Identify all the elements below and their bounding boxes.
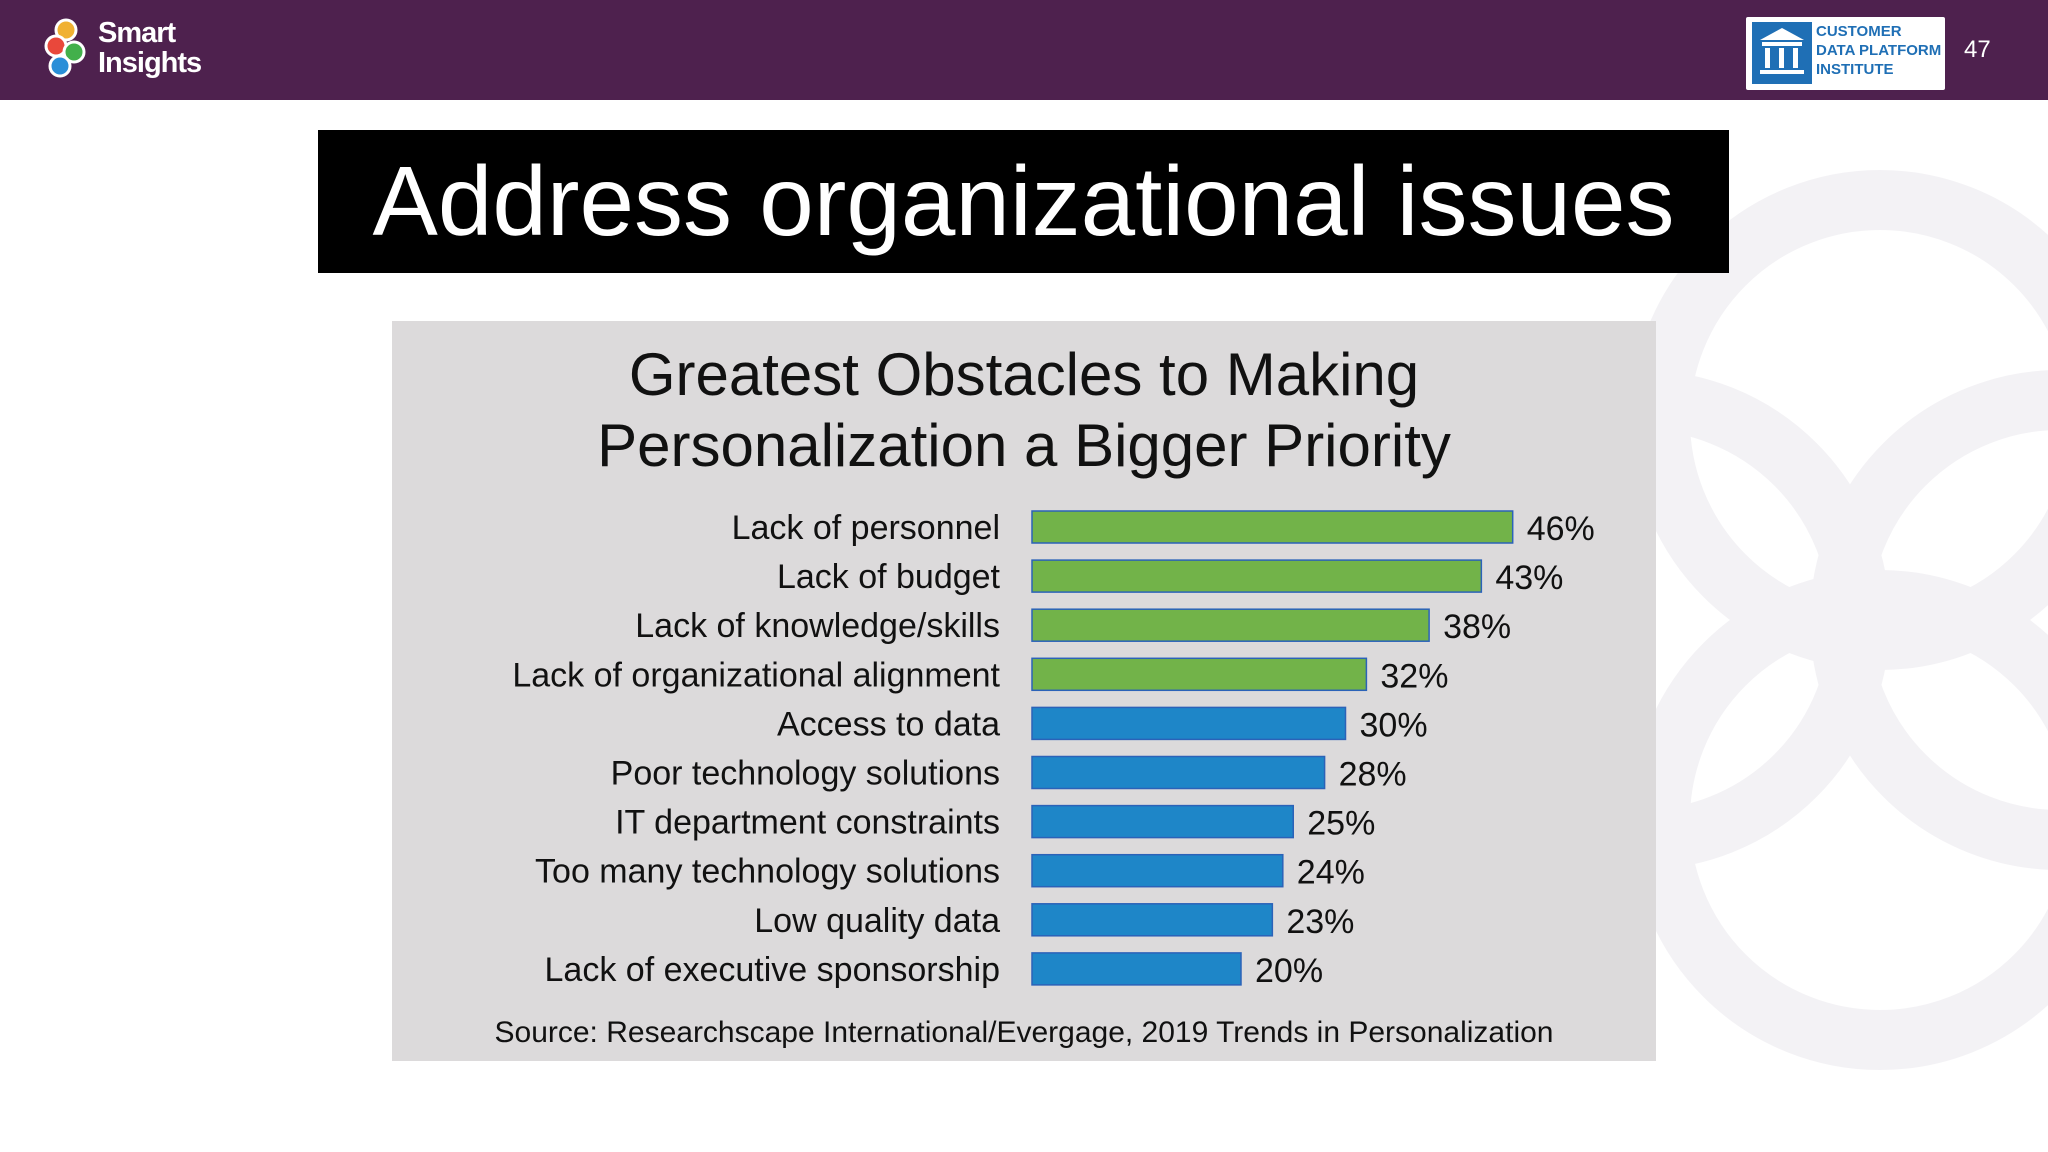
slide-number: 47 (1964, 36, 1991, 63)
bar (1031, 559, 1483, 593)
logo-line-2: Insights (98, 47, 202, 79)
value-label: 30% (1360, 706, 1428, 744)
chart-title: Greatest Obstacles to Making Personaliza… (392, 339, 1656, 481)
category-label: Access to data (777, 705, 1000, 743)
value-label: 24% (1297, 854, 1365, 892)
category-label: Poor technology solutions (611, 755, 1000, 793)
value-label: 38% (1443, 608, 1511, 646)
bar (1031, 755, 1326, 790)
cdp-line-3: INSTITUTE (1816, 61, 1894, 78)
chart-source: Source: Researchscape International/Ever… (494, 1016, 1554, 1049)
category-label: Lack of knowledge/skills (635, 607, 1000, 645)
logo-wordmark: Smart Insights (98, 17, 202, 79)
category-label: IT department constraints (615, 804, 1000, 842)
cdp-institute-badge[interactable]: CUSTOMER DATA PLATFORM INSTITUTE (1746, 17, 1945, 90)
smart-insights-logo[interactable]: Smart Insights (38, 12, 218, 88)
cdp-line-2: DATA PLATFORM (1816, 42, 1942, 59)
slide-title-box: Address organizational issues (318, 130, 1729, 273)
value-label: 43% (1495, 559, 1563, 597)
chart-panel: Greatest Obstacles to Making Personaliza… (392, 321, 1656, 1061)
bar (1031, 903, 1274, 937)
value-label: 20% (1255, 952, 1323, 990)
category-label: Lack of organizational alignment (512, 656, 1000, 694)
bar (1031, 510, 1514, 544)
value-label: 28% (1339, 756, 1407, 794)
chart-title-line-2: Personalization a Bigger Priority (597, 412, 1451, 479)
value-label: 23% (1286, 903, 1354, 941)
bar (1031, 706, 1347, 741)
cdp-institute-wordmark: CUSTOMER DATA PLATFORM INSTITUTE (1816, 22, 1941, 79)
bar (1031, 608, 1430, 642)
value-label: 46% (1527, 510, 1595, 548)
logo-line-1: Smart (98, 17, 176, 49)
category-label: Too many technology solutions (535, 853, 1000, 891)
bar (1031, 853, 1284, 888)
slide-title: Address organizational issues (372, 146, 1675, 256)
category-label: Lack of budget (777, 558, 1001, 596)
smart-insights-logo-icon (44, 18, 86, 78)
chart-title-line-1: Greatest Obstacles to Making (628, 341, 1420, 408)
category-label: Lack of executive sponsorship (545, 951, 1000, 989)
header-bar: Smart Insights CUSTOMER DATA PLATFORM IN… (0, 0, 2048, 100)
value-label: 25% (1307, 805, 1375, 843)
bar (1031, 952, 1242, 986)
value-label: 32% (1380, 657, 1448, 695)
bar-chart: Lack of personnel 46% Lack of budget 43% Lac… (512, 509, 1595, 990)
bar (1031, 657, 1368, 692)
cdp-line-1: CUSTOMER (1816, 23, 1902, 40)
cdp-institute-emblem-icon (1752, 22, 1812, 84)
category-label: Lack of personnel (732, 509, 1000, 547)
bar (1031, 804, 1294, 839)
category-label: Low quality data (754, 902, 1000, 940)
